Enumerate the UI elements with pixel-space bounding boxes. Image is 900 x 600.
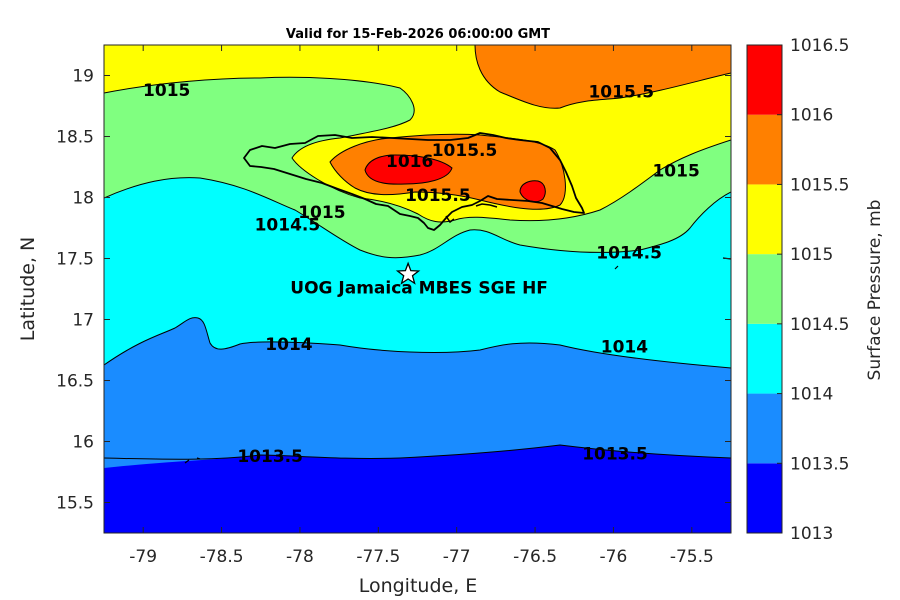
y-tick-label: 16.5 [56,372,94,392]
contour-label: 1015 [143,81,190,101]
y-axis-ticks: 15.5 16 16.5 17 17.5 18 18.5 19 [56,67,731,514]
contour-label: 1015.5 [588,82,654,102]
colorbar-tick-label: 1015 [790,245,833,265]
contour-labels: 1015 1015.51015.510161015.5101510151014.5… [143,81,700,467]
contour-label: 1015 [652,162,699,182]
band-1015-5 [475,45,731,109]
station-star-icon [395,261,421,285]
x-tick-label: -76.5 [513,547,557,567]
x-tick-label: -77.5 [356,547,400,567]
y-tick-label: 18 [72,189,94,209]
offshore-islet [184,257,731,464]
x-tick-label: -75.5 [670,547,714,567]
colorbar-segment [747,45,782,115]
y-tick-label: 17.5 [56,250,94,270]
contour-label: 1015.5 [405,186,471,206]
y-tick-label: 16 [72,433,94,453]
x-tick-label: -78 [286,547,314,567]
colorbar-tick-label: 1013 [790,524,833,544]
colorbar-segment [747,114,782,185]
colorbar-tick-label: 1013.5 [790,454,849,474]
colorbar-tick-label: 1014.5 [790,315,849,335]
contour-label: 1014.5 [255,215,321,235]
colorbar-segment [747,254,782,324]
station-label: UOG Jamaica MBES SGE HF [290,278,548,298]
colorbar-tick-label: 1015.5 [790,175,849,195]
colorbar-segment [747,393,782,464]
contour-label: 1013.5 [237,447,303,467]
colorbar-segment [747,184,782,255]
contour-label: 1014.5 [596,243,662,263]
contour-label: 1015.5 [432,141,498,161]
y-axis-label: Latitude, N [17,237,39,342]
colorbar-tick-label: 1016.5 [790,36,849,56]
colorbar-tick-label: 1014 [790,385,833,405]
band-1016 [365,155,452,185]
x-axis-label: Longitude, E [359,575,478,597]
colorbar-tick-label: 1016 [790,106,833,126]
contour-label: 1016 [386,152,433,172]
band-1016-east [520,180,546,202]
jamaica-inlet [445,203,498,224]
colorbar-label: Surface Pressure, mb [865,200,885,381]
y-tick-label: 17 [72,311,94,331]
plot-frame [103,44,732,534]
x-tick-label: -76 [600,547,628,567]
x-tick-label: -79 [129,547,157,567]
y-tick-label: 15.5 [56,494,94,514]
contour-label: 1014 [601,337,648,357]
map-title: Valid for 15-Feb-2026 06:00:00 GMT [286,27,550,42]
plot-area [104,45,731,533]
x-tick-label: -78.5 [200,547,244,567]
contour-label: 1015 [298,203,345,223]
x-axis-ticks: -79 -78.5 -78 -77.5 -77 -76.5 -76 -75.5 [129,45,714,567]
jamaica-coastline [243,132,585,231]
station-group: UOG Jamaica MBES SGE HF [290,261,548,298]
contour-label: 1013.5 [582,445,648,465]
contour-label: 1014 [265,335,312,355]
y-tick-label: 19 [72,67,94,87]
y-tick-label: 18.5 [56,128,94,148]
colorbar-segment [747,323,782,394]
colorbar [746,44,783,534]
colorbar-ticks: 1013 1013.5 1014 1014.5 1015 1015.5 1016 1016.5 [777,36,849,544]
colorbar-segment [747,463,782,533]
colorbar-frame [746,44,783,534]
x-tick-label: -77 [443,547,471,567]
